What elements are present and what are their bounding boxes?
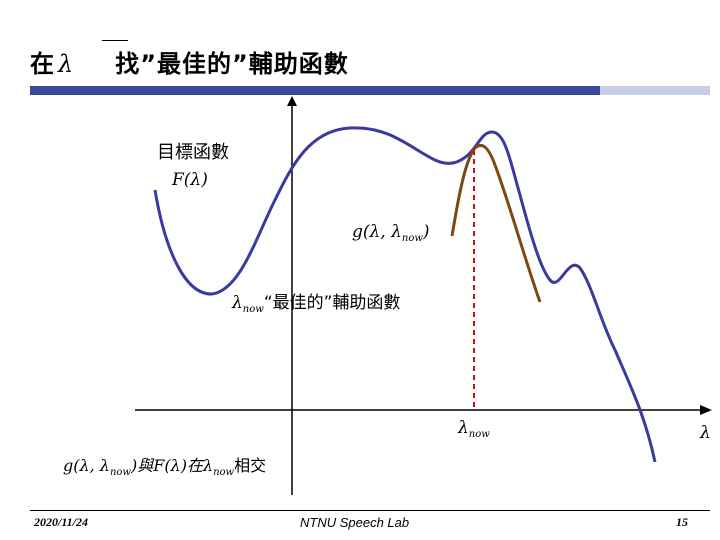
title-rest: 找”最佳的”輔助函數: [115, 50, 349, 78]
title-overline: [102, 40, 128, 41]
title-bar-accent: [600, 86, 710, 95]
g-label-main: g(λ, λ: [352, 222, 402, 242]
x-axis-label: λ: [700, 423, 711, 443]
cap-end: 相交: [234, 456, 267, 475]
title-lambda: λ: [58, 50, 74, 78]
g-label: g(λ, λnow): [352, 222, 430, 244]
lnow-sub: now: [468, 429, 490, 440]
g-label-sub: now: [401, 233, 423, 244]
x-axis-arrow: [700, 405, 712, 415]
best-lambda-sub: now: [242, 304, 264, 315]
page-number: 15: [676, 515, 688, 529]
footer-date: 2020/11/24: [34, 515, 89, 529]
objective-label: 目標函數: [157, 142, 229, 163]
lnow-lambda: λ: [458, 418, 469, 438]
best-lambda: λ: [232, 293, 243, 313]
intersection-caption: g(λ, λnow)與F(λ)在λnow相交: [63, 452, 266, 478]
lambda-now-axis-label: λnow: [458, 418, 490, 440]
F-label: F(λ): [172, 170, 208, 190]
cap-sub1: now: [109, 467, 131, 478]
best-aux-label: λnow“最佳的”輔助函數: [232, 288, 400, 315]
auxiliary-curve: [450, 143, 542, 303]
cap-sub2: now: [213, 467, 235, 478]
g-label-close: ): [422, 222, 430, 242]
best-text: “最佳的”輔助函數: [263, 293, 401, 313]
title-prefix: 在: [30, 50, 54, 78]
title-bar: [30, 86, 600, 95]
objective-curve: [153, 126, 657, 463]
cap-g: g(λ, λ: [63, 456, 110, 475]
y-axis-arrow: [287, 96, 297, 106]
footer-lab: NTNU Speech Lab: [300, 515, 410, 530]
footer-divider: [30, 510, 710, 511]
cap-mid: )與F(λ)在λ: [130, 456, 214, 475]
slide-title: 在 λ 找”最佳的”輔助函數: [30, 40, 349, 79]
